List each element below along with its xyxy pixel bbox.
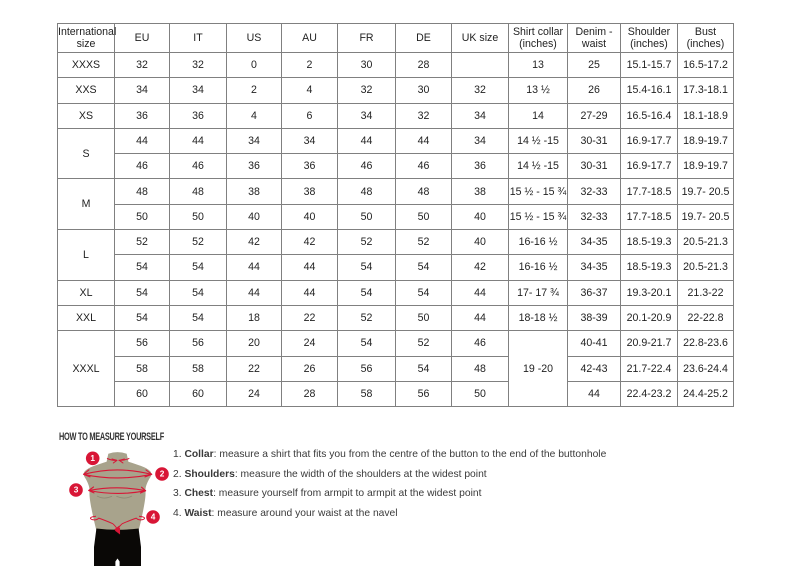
svg-text:2: 2 <box>160 469 165 479</box>
svg-text:1: 1 <box>90 453 95 463</box>
svg-text:3: 3 <box>74 485 79 495</box>
svg-text:4: 4 <box>151 512 156 522</box>
